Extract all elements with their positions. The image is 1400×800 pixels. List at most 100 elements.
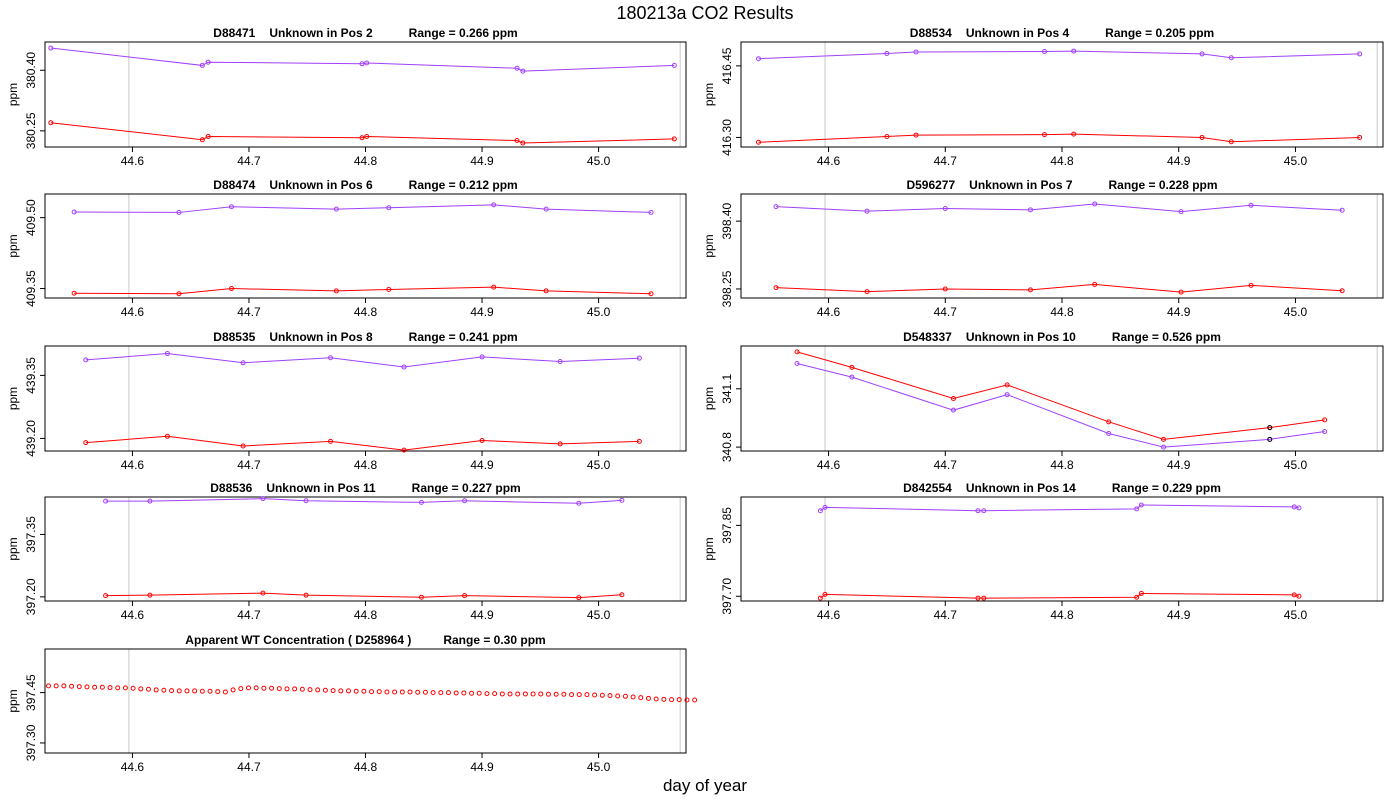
data-point-upper bbox=[303, 498, 309, 504]
data-point-upper bbox=[576, 500, 582, 506]
data-point-WT bbox=[322, 687, 328, 693]
data-point-WT bbox=[530, 691, 536, 697]
plot-frame bbox=[44, 496, 687, 602]
x-tick-label: 44.6 bbox=[121, 154, 145, 168]
data-point-lower bbox=[794, 349, 800, 355]
data-point-WT bbox=[338, 688, 344, 694]
data-point-WT bbox=[199, 688, 205, 694]
data-point-lower bbox=[83, 440, 89, 446]
data-point-lower bbox=[1071, 131, 1077, 137]
series-line-upper bbox=[74, 204, 652, 213]
data-point-lower bbox=[364, 134, 370, 139]
panel-title-text: Apparent WT Concentration ( D258964 ) bbox=[185, 633, 411, 647]
data-point-lower bbox=[1027, 287, 1033, 293]
data-point-WT bbox=[553, 691, 559, 697]
data-point-lower bbox=[756, 139, 762, 145]
x-tick-label: 44.8 bbox=[354, 760, 378, 774]
plot-frame bbox=[740, 41, 1384, 148]
panel-title: D548337 Unknown in Pos 10 Range = 0.526 pp… bbox=[903, 330, 1221, 344]
panel-1: D88471 Unknown in Pos 2 Range = 0.266 ppm 4… bbox=[6, 26, 687, 168]
data-point-lower bbox=[386, 286, 392, 292]
data-point-upper bbox=[1178, 209, 1184, 215]
panel-title: D88535 Unknown in Pos 8 Range = 0.241 ppm bbox=[213, 330, 517, 344]
data-point-WT bbox=[376, 689, 382, 695]
data-point-WT bbox=[130, 685, 136, 691]
series-line-lower bbox=[85, 435, 640, 451]
data-point-WT bbox=[676, 697, 682, 703]
data-point-upper bbox=[864, 208, 870, 214]
data-point-lower bbox=[849, 364, 855, 370]
y-axis-label: ppm bbox=[6, 83, 20, 106]
data-point-WT bbox=[653, 696, 659, 702]
data-point-upper bbox=[557, 359, 563, 365]
panel-title: D88534 Unknown in Pos 4 Range = 0.205 ppm bbox=[910, 26, 1214, 40]
x-tick-label: 44.6 bbox=[121, 458, 145, 472]
data-point-WT bbox=[53, 683, 59, 689]
panel-title: D842554 Unknown in Pos 14 Range = 0.229 pp… bbox=[903, 481, 1221, 495]
plot-frame bbox=[740, 345, 1384, 452]
data-point-lower bbox=[401, 447, 407, 453]
panel-9: Apparent WT Concentration ( D258964 ) Ran… bbox=[6, 633, 698, 774]
y-tick-label: 397.85 bbox=[720, 507, 734, 544]
data-point-WT bbox=[415, 689, 421, 695]
data-point-lower bbox=[205, 134, 211, 139]
data-point-WT bbox=[284, 686, 290, 692]
data-point-WT bbox=[407, 689, 413, 695]
panel-title: D88474 Unknown in Pos 6 Range = 0.212 ppm bbox=[213, 178, 517, 192]
y-tick-label: 398.25 bbox=[720, 270, 734, 307]
data-point-upper bbox=[228, 204, 234, 210]
data-point-lower bbox=[1041, 132, 1047, 138]
data-point-lower bbox=[462, 593, 468, 599]
x-tick-label: 44.7 bbox=[237, 760, 261, 774]
data-point-WT bbox=[122, 685, 128, 691]
data-point-WT bbox=[461, 690, 467, 696]
data-point-upper bbox=[1248, 202, 1254, 208]
data-point-upper bbox=[48, 45, 54, 51]
x-tick-label: 45.0 bbox=[587, 608, 611, 622]
data-point-lower bbox=[359, 135, 365, 141]
data-point-lower bbox=[884, 134, 890, 139]
panel-title-range: Range = 0.30 ppm bbox=[443, 633, 545, 647]
data-point-WT bbox=[84, 684, 90, 690]
panel-title-name: Unknown in Pos 10 bbox=[966, 330, 1076, 344]
data-point-upper bbox=[1004, 392, 1010, 398]
x-tick-label: 44.7 bbox=[237, 154, 261, 168]
panel-title-range: Range = 0.228 ppm bbox=[1109, 178, 1218, 192]
panel-title-name: Unknown in Pos 4 bbox=[966, 26, 1070, 40]
panel-title-id: D596277 bbox=[906, 178, 955, 192]
data-point-lower bbox=[942, 286, 948, 292]
data-point-flagged bbox=[1267, 436, 1273, 442]
data-point-lower bbox=[328, 438, 334, 444]
data-point-lower bbox=[1248, 282, 1254, 288]
data-point-upper bbox=[103, 498, 109, 504]
data-point-lower bbox=[520, 140, 526, 146]
panel-title-id: D548337 bbox=[903, 330, 952, 344]
data-point-WT bbox=[422, 689, 428, 695]
y-tick-label: 397.45 bbox=[24, 674, 38, 711]
data-point-upper bbox=[619, 497, 625, 503]
data-point-lower bbox=[164, 433, 170, 439]
data-point-WT bbox=[584, 692, 590, 698]
x-tick-label: 44.8 bbox=[1050, 154, 1074, 168]
x-tick-label: 44.7 bbox=[237, 608, 261, 622]
y-tick-label: 409.35 bbox=[24, 270, 38, 307]
x-tick-label: 44.7 bbox=[934, 458, 958, 472]
data-point-WT bbox=[45, 683, 51, 689]
data-point-WT bbox=[215, 689, 221, 695]
data-point-upper bbox=[1138, 502, 1144, 508]
panel-7: D88536 Unknown in Pos 11 Range = 0.227 ppm… bbox=[6, 481, 687, 622]
data-point-WT bbox=[638, 695, 644, 701]
panel-title-id: D88471 bbox=[213, 26, 255, 40]
y-tick-label: 398.40 bbox=[720, 202, 734, 239]
data-point-WT bbox=[684, 697, 690, 703]
x-tick-label: 44.7 bbox=[237, 305, 261, 319]
y-tick-label: 341.1 bbox=[720, 373, 734, 403]
data-point-WT bbox=[230, 687, 236, 693]
data-point-lower bbox=[864, 289, 870, 295]
data-point-lower bbox=[576, 595, 582, 601]
x-tick-label: 44.9 bbox=[470, 154, 494, 168]
y-axis-label: ppm bbox=[702, 234, 716, 257]
data-point-WT bbox=[169, 688, 175, 694]
data-point-upper bbox=[756, 56, 762, 62]
data-point-WT bbox=[176, 688, 182, 694]
